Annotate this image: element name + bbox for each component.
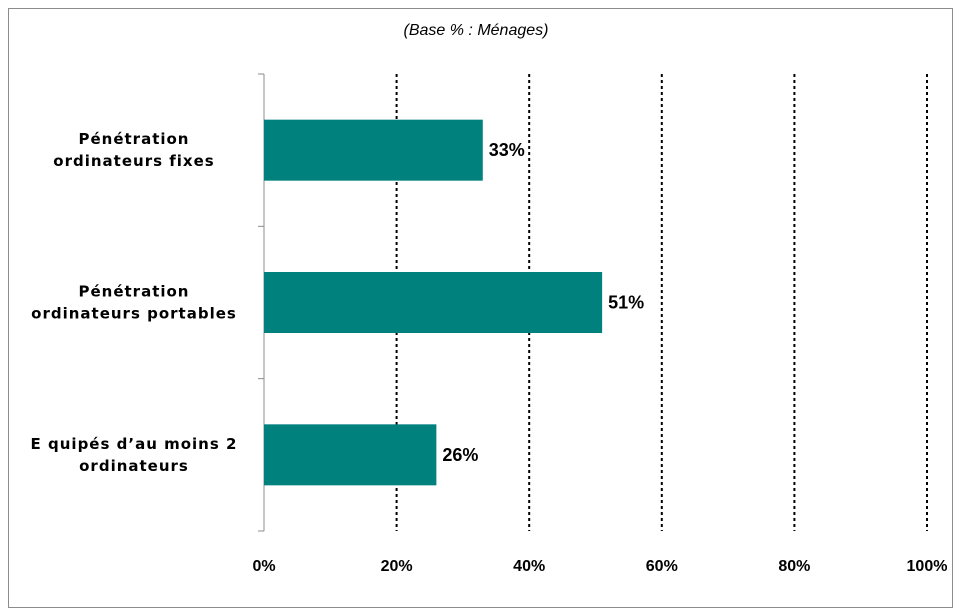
data-label: 26% (442, 445, 478, 465)
category-label: ordinateurs fixes (53, 152, 214, 170)
x-tick-labels: 0% 20% 40% 60% 80% 100% (252, 558, 947, 575)
data-labels: 33% 51% 26% (442, 140, 644, 465)
category-labels: Pénétration ordinateurs fixes Pénétration o… (31, 130, 238, 475)
chart-subtitle: (Base % : Ménages) (404, 22, 549, 39)
x-tick-label: 20% (381, 558, 413, 575)
category-label: ordinateurs portables (31, 305, 237, 323)
data-label: 33% (489, 140, 525, 160)
data-label: 51% (608, 293, 644, 313)
x-tick-label: 60% (646, 558, 678, 575)
bars (264, 119, 603, 486)
x-tick-label: 80% (778, 558, 810, 575)
bar (264, 119, 483, 181)
category-label: Pénétration (78, 130, 189, 148)
x-tick-label: 100% (907, 558, 948, 575)
category-label: ordinateurs (79, 457, 189, 475)
category-label: Pénétration (78, 283, 189, 301)
x-tick-label: 0% (252, 558, 275, 575)
bar-chart: (Base % : Ménages) 33% 51% 26% Pénétration… (31, 22, 948, 575)
bar (264, 272, 603, 333)
category-label: E quipés d’au moins 2 (31, 435, 238, 453)
bar (264, 424, 437, 486)
category-axis (258, 73, 265, 532)
x-tick-label: 40% (513, 558, 545, 575)
